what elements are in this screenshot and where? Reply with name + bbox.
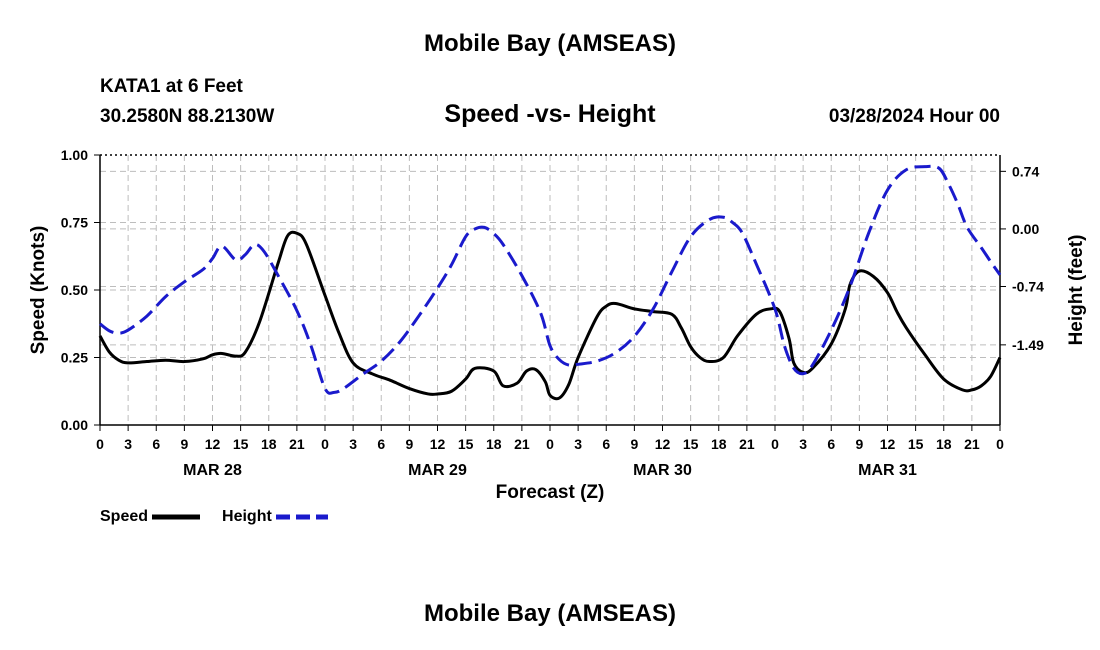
x-tick-label: 0 <box>771 436 779 452</box>
day-label: MAR 28 <box>183 462 242 479</box>
coordinates-label: 30.2580N 88.2130W <box>100 106 275 127</box>
x-tick-label: 9 <box>180 436 188 452</box>
x-tick-label: 12 <box>655 436 671 452</box>
x-tick-label: 15 <box>458 436 474 452</box>
x-tick-label: 21 <box>739 436 755 452</box>
legend: Speed Height <box>100 508 350 526</box>
series-height-line <box>99 164 1002 395</box>
y2-axis-label: Height (feet) <box>1066 235 1087 346</box>
x-tick-label: 21 <box>964 436 980 452</box>
y-axis-label: Speed (Knots) <box>28 226 49 355</box>
x-tick-label: 9 <box>405 436 413 452</box>
x-tick-label: 9 <box>630 436 638 452</box>
x-tick-label: 0 <box>96 436 104 452</box>
y-tick-label: 1.00 <box>61 147 88 163</box>
station-label: KATA1 at 6 Feet <box>100 76 243 97</box>
x-axis-label: Forecast (Z) <box>495 482 605 503</box>
x-tick-label: 3 <box>799 436 807 452</box>
legend-speed-label: Speed <box>100 508 149 525</box>
x-tick-label: 12 <box>430 436 446 452</box>
y2-tick-label: -1.49 <box>1012 337 1044 353</box>
x-tick-label: 9 <box>855 436 863 452</box>
forecast-datetime: 03/28/2024 Hour 00 <box>828 106 1000 127</box>
y-tick-label: 0.00 <box>61 417 88 433</box>
x-tick-label: 6 <box>377 436 385 452</box>
x-tick-label: 15 <box>683 436 699 452</box>
x-tick-label: 3 <box>124 436 132 452</box>
x-tick-label: 21 <box>514 436 530 452</box>
x-tick-label: 0 <box>996 436 1004 452</box>
legend-speed: Speed <box>100 508 202 526</box>
x-tick-label: 18 <box>936 436 952 452</box>
x-tick-label: 3 <box>574 436 582 452</box>
x-tick-label: 0 <box>321 436 329 452</box>
legend-height: Height <box>222 508 330 526</box>
chart-title: Speed -vs- Height <box>444 100 656 128</box>
x-tick-label: 6 <box>152 436 160 452</box>
x-tick-label: 18 <box>261 436 277 452</box>
y-tick-label: 0.25 <box>61 350 88 366</box>
x-tick-label: 12 <box>880 436 896 452</box>
x-tick-label: 12 <box>205 436 221 452</box>
x-tick-label: 0 <box>546 436 554 452</box>
page-title: Mobile Bay (AMSEAS) <box>423 30 677 57</box>
x-tick-label: 18 <box>486 436 502 452</box>
y2-tick-label: -0.74 <box>1012 278 1044 294</box>
footer-title: Mobile Bay (AMSEAS) <box>423 600 677 627</box>
day-label: MAR 30 <box>633 462 692 479</box>
x-tick-label: 18 <box>711 436 727 452</box>
x-tick-label: 6 <box>827 436 835 452</box>
y-tick-label: 0.75 <box>61 215 88 231</box>
y2-tick-label: 0.74 <box>1012 163 1039 179</box>
x-tick-label: 6 <box>602 436 610 452</box>
x-tick-label: 21 <box>289 436 305 452</box>
y2-tick-label: 0.00 <box>1012 221 1039 237</box>
x-tick-label: 15 <box>233 436 249 452</box>
x-tick-label: 3 <box>349 436 357 452</box>
legend-height-label: Height <box>222 508 272 525</box>
day-label: MAR 29 <box>408 462 467 479</box>
day-label: MAR 31 <box>858 462 917 479</box>
y-tick-label: 0.50 <box>61 282 88 298</box>
x-tick-label: 15 <box>908 436 924 452</box>
